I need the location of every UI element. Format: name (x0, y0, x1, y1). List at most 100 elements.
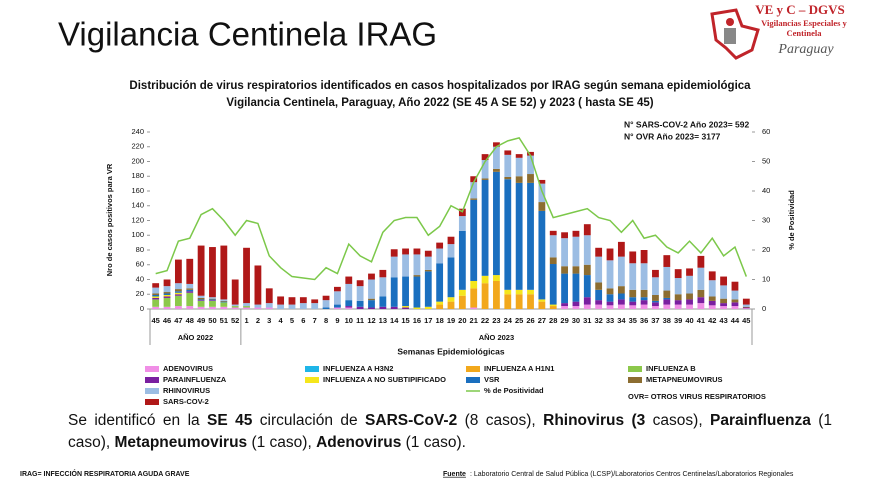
x-tick-label: 36 (640, 316, 648, 325)
bar-segment (470, 288, 478, 308)
x-tick-label: 22 (481, 316, 489, 325)
bar-segment (731, 302, 739, 307)
legend-swatch (628, 377, 642, 383)
x-tick-label: 49 (197, 316, 205, 325)
bar-segment (663, 304, 671, 309)
bar-segment (390, 249, 398, 257)
bar-segment (311, 299, 319, 304)
bar-segment (731, 281, 739, 291)
logo-text: Paraguay (777, 42, 834, 57)
bar-segment (424, 269, 432, 272)
bar-segment (572, 273, 580, 302)
bar-segment (504, 289, 512, 295)
bar-segment (197, 297, 205, 300)
page-title: Vigilancia Centinela IRAG (58, 16, 437, 53)
legend-label: METAPNEUMOVIRUS (646, 375, 723, 384)
bar-segment (152, 296, 160, 298)
bar-segment (470, 199, 478, 281)
bar-segment (209, 298, 216, 300)
bar-segment (629, 301, 637, 306)
bar-segment (368, 273, 375, 280)
bar-segment (436, 304, 444, 309)
annotation: N° SARS-COV-2 Año 2023= 592 (624, 119, 749, 129)
y2-tick-label: 60 (762, 127, 770, 136)
bar-segment (197, 299, 205, 301)
bar-segment (686, 268, 693, 276)
logo-text: VE y C – DGVS (755, 2, 845, 17)
bar-segment (629, 263, 637, 290)
bar-segment (652, 306, 659, 309)
bar-segment (731, 299, 739, 303)
bar-segment (527, 182, 534, 290)
bar-segment (413, 248, 421, 255)
bar-segment (413, 275, 421, 277)
bar-segment (277, 296, 285, 305)
summary-text: SARS-CoV-2 (365, 412, 458, 429)
bar-segment (481, 160, 489, 179)
bar-segment (504, 176, 512, 180)
bar-segment (390, 306, 398, 309)
bar-segment (379, 306, 387, 309)
bar-segment (345, 283, 353, 301)
bar-segment (447, 297, 455, 302)
bar-segment (470, 307, 478, 309)
bar-segment (470, 176, 478, 183)
bar-segment (436, 263, 444, 302)
x-tick-label: 27 (538, 316, 546, 325)
bar-segment (538, 179, 546, 184)
bar-segment (515, 176, 523, 183)
bar-segment (174, 283, 182, 290)
x-tick-label: 40 (685, 316, 693, 325)
bar-segment (220, 300, 228, 302)
bar-segment (220, 301, 228, 303)
x-tick-label: 30 (572, 316, 580, 325)
bar-segment (265, 307, 273, 309)
bar-segment (174, 291, 182, 293)
chart-title: Distribución de virus respiratorios iden… (129, 80, 751, 92)
bar-segment (186, 283, 194, 289)
x-tick-label: 18 (435, 316, 443, 325)
bar-segment (674, 269, 682, 279)
bar-segment (515, 157, 523, 177)
summary-text: Parainfluenza (710, 412, 811, 429)
bar-segment (174, 306, 182, 309)
bar-segment (152, 283, 160, 288)
bar-segment (458, 295, 466, 309)
bar-segment (504, 150, 512, 155)
x-tick-label: 17 (424, 316, 432, 325)
bar-segment (549, 264, 557, 305)
bar-segment (186, 258, 194, 284)
x-tick-label: 4 (279, 316, 284, 325)
bar-segment (470, 280, 478, 289)
x-tick-label: 7 (313, 316, 317, 325)
bar-segment (322, 307, 330, 309)
bar-segment (595, 300, 603, 305)
x-tick-label: 16 (413, 316, 421, 325)
summary-text: Se identificó en la (68, 412, 208, 429)
bar-segment (527, 289, 534, 295)
bar-segment (197, 295, 205, 298)
bar-segment (595, 256, 603, 283)
bar-segment (527, 155, 534, 175)
bar-segment (720, 285, 728, 299)
bar-segment (174, 289, 182, 292)
y-tick-label: 160 (131, 186, 144, 195)
bar-segment (220, 306, 228, 309)
x-tick-label: 20 (458, 316, 466, 325)
bar-segment (209, 300, 216, 307)
bar-segment (686, 275, 693, 294)
x-tick-label: 29 (560, 316, 568, 325)
bar-segment (368, 300, 375, 308)
bar-segment (595, 304, 603, 309)
bar-segment (538, 202, 546, 211)
bar-segment (197, 300, 205, 307)
bar-segment (549, 306, 557, 309)
bar-segment (481, 275, 489, 284)
x-tick-label: 33 (606, 316, 614, 325)
bar-segment (561, 306, 568, 309)
legend-swatch (145, 366, 159, 372)
bar-segment (629, 289, 637, 298)
bar-segment (663, 299, 671, 305)
x-tick-label: 21 (470, 316, 478, 325)
bar-segment (538, 301, 546, 309)
